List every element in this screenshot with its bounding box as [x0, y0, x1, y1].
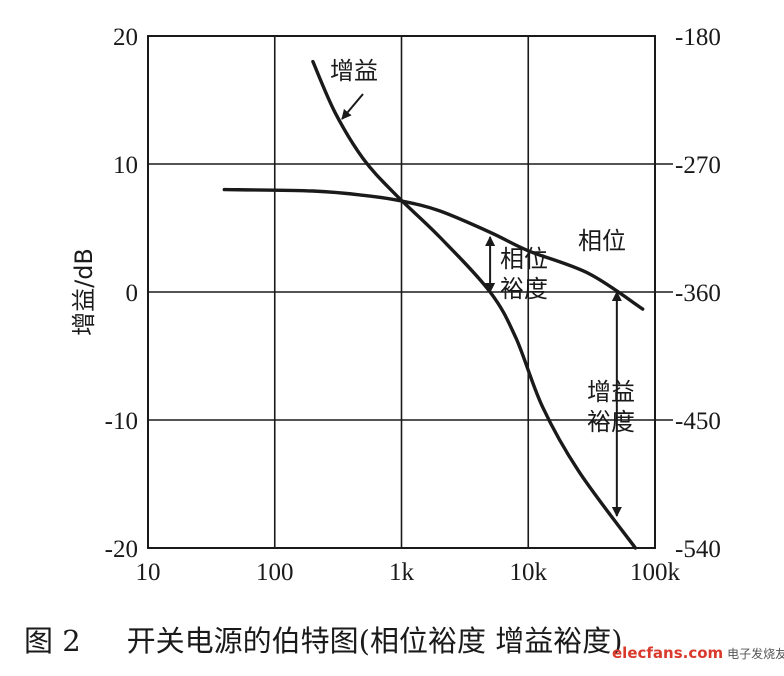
- x-tick-label-0: 10: [136, 559, 161, 586]
- y-left-tick-label-3: -10: [105, 408, 138, 435]
- x-tick-label-2: 1k: [389, 559, 415, 586]
- y-left-tick-label-1: 10: [113, 152, 138, 179]
- y-left-tick-label-2: 0: [126, 280, 139, 307]
- y-axis-label: 增益/dB: [70, 248, 98, 336]
- x-tick-label-3: 10k: [510, 559, 548, 586]
- y-left-tick-label-0: 20: [113, 24, 138, 51]
- series-line-gain: [311, 59, 638, 550]
- caption-figure-number: 图 2: [24, 624, 81, 658]
- margin-arrows: [485, 235, 622, 517]
- phase-margin-label: 相位裕度: [500, 245, 548, 303]
- phase-curve-label: 相位: [578, 227, 626, 255]
- y-right-tick-label-1: -270: [675, 152, 721, 179]
- y-left-tick-label-4: -20: [105, 536, 138, 563]
- figure-caption: 图 2 开关电源的伯特图(相位裕度 增益裕度): [14, 618, 623, 660]
- phase-margin-label-line-1: 裕度: [500, 275, 548, 303]
- watermark-sub: 电子发烧友: [727, 647, 784, 661]
- series-lines: [222, 59, 645, 550]
- watermark-site: elecfans.com: [612, 644, 724, 662]
- y-right-tick-label-0: -180: [675, 24, 721, 51]
- gain-curve-label: 增益: [330, 57, 378, 85]
- series-line-phase: [222, 187, 645, 311]
- phase-margin-label-line-0: 相位: [500, 245, 548, 273]
- caption-title: 开关电源的伯特图(相位裕度 增益裕度): [126, 624, 623, 658]
- gain-margin-label-line-0: 增益: [587, 378, 635, 406]
- grid: [147, 35, 673, 549]
- gain-margin-label: 增益裕度: [587, 378, 635, 436]
- watermark: elecfans.com 电子发烧友: [612, 644, 784, 662]
- x-tick-label-1: 100: [256, 559, 294, 586]
- y-right-tick-label-4: -540: [675, 536, 721, 563]
- y-right-tick-label-3: -450: [675, 408, 721, 435]
- x-tick-label-4: 100k: [630, 559, 681, 586]
- gain-label-pointer: [341, 93, 364, 120]
- gain-margin-label-line-1: 裕度: [587, 408, 635, 436]
- y-right-tick-label-2: -360: [675, 280, 721, 307]
- tick-labels: 10 100 1k 10k 100k20100-10-20-180-270-360-45…: [70, 24, 721, 586]
